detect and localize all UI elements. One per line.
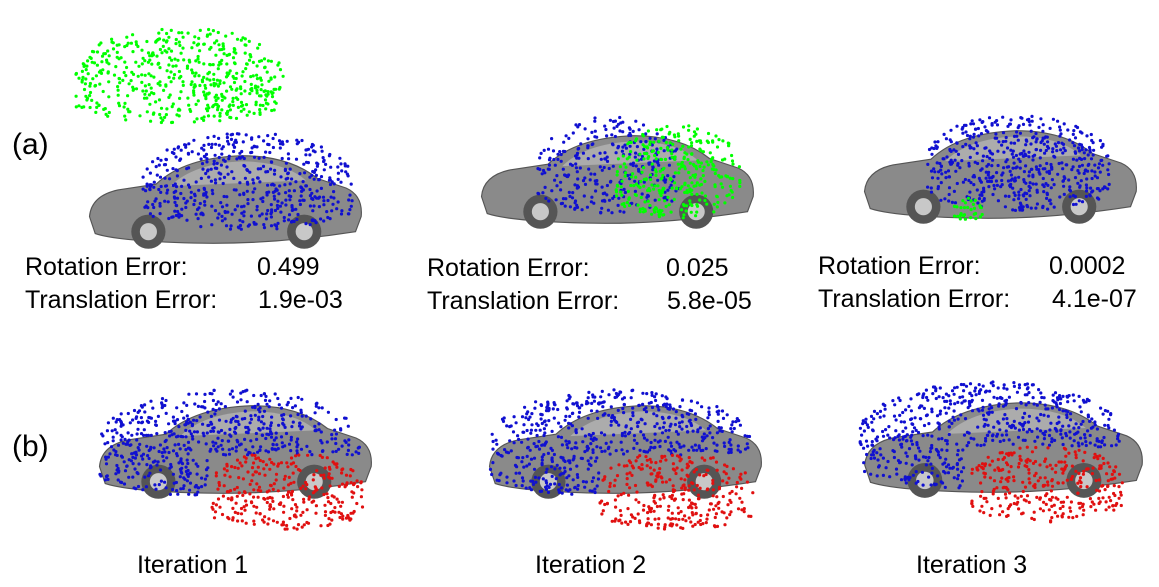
iteration-panel-3	[840, 362, 1150, 542]
rotation-error-label: Rotation Error:	[427, 254, 590, 282]
car-model-2	[480, 135, 754, 229]
registration-render-2	[480, 115, 754, 229]
car-model	[488, 405, 762, 499]
target-point-cloud	[488, 388, 752, 496]
registration-panel-1	[60, 10, 380, 250]
iteration-render-2	[488, 388, 762, 531]
registration-render-3	[863, 114, 1137, 224]
translation-error-label: Translation Error:	[427, 287, 620, 315]
translation-error-value: 4.1e-07	[1052, 285, 1137, 313]
iteration-caption-2: Iteration 2	[535, 551, 647, 579]
iteration-panel-1	[80, 370, 380, 545]
overlap-point-cloud	[210, 453, 365, 531]
rotation-error-2: Rotation Error: 0.025	[427, 254, 729, 283]
rotation-error-value: 0.025	[666, 254, 729, 282]
translation-error-value: 5.8e-05	[667, 287, 752, 315]
translation-error-value: 1.9e-03	[258, 286, 343, 314]
car-model	[864, 402, 1143, 498]
target-point-cloud	[98, 388, 361, 497]
rotation-error-value: 0.0002	[1049, 252, 1126, 280]
registration-render-1	[74, 27, 362, 249]
source-point-cloud-1	[74, 27, 285, 125]
target-point-cloud	[858, 380, 1121, 490]
overlap-point-cloud	[970, 445, 1124, 524]
car-model-1	[88, 155, 362, 249]
registration-panel-2	[460, 10, 780, 250]
iteration-render-1	[98, 388, 372, 531]
translation-error-1: Translation Error: 1.9e-03	[25, 286, 343, 315]
iteration-panel-2	[470, 370, 770, 545]
row-label-b: (b)	[12, 430, 49, 463]
translation-error-3: Translation Error: 4.1e-07	[818, 285, 1137, 314]
rotation-error-3: Rotation Error: 0.0002	[818, 252, 1125, 281]
registration-panel-3	[840, 10, 1159, 250]
rotation-error-label: Rotation Error:	[25, 253, 188, 281]
translation-error-label: Translation Error:	[25, 286, 218, 314]
source-point-cloud-2	[614, 124, 742, 220]
rotation-error-value: 0.499	[257, 253, 320, 281]
row-label-a: (a)	[12, 128, 49, 161]
translation-error-2: Translation Error: 5.8e-05	[427, 287, 752, 316]
iteration-render-3	[858, 380, 1143, 524]
target-point-cloud-1	[141, 132, 354, 231]
iteration-caption-3: Iteration 3	[916, 551, 1028, 579]
iteration-caption-1: Iteration 1	[137, 551, 249, 579]
rotation-error-label: Rotation Error:	[818, 252, 981, 280]
source-point-cloud-3	[952, 196, 984, 221]
overlap-point-cloud	[598, 453, 755, 531]
target-point-cloud-3	[926, 114, 1111, 212]
translation-error-label: Translation Error:	[818, 285, 1011, 313]
rotation-error-1: Rotation Error: 0.499	[25, 253, 320, 282]
